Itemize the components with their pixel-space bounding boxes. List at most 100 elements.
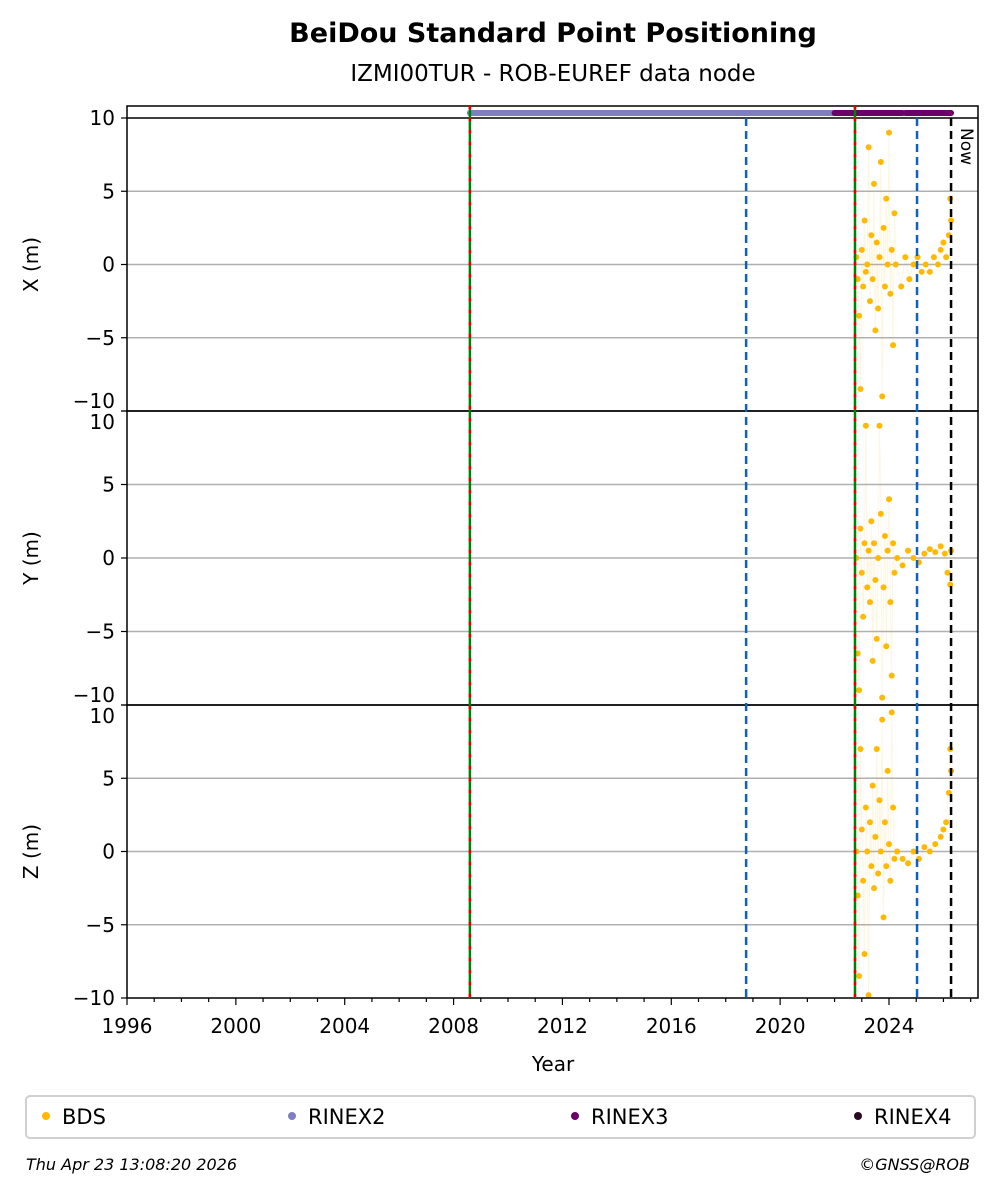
bds-point [858,826,865,833]
bds-point [932,549,939,556]
x-tick-label: 2020 [755,1014,806,1038]
bds-point [879,393,886,400]
bds-point [910,555,917,561]
bds-point [872,577,879,584]
y-axis-label: Z (m) [19,824,43,879]
bds-point [871,885,878,892]
y-tick-label: −5 [86,620,115,644]
bds-point [857,745,864,752]
y-tick-label: 10 [90,106,115,130]
bds-point [880,584,887,591]
bds-point [890,540,897,547]
bds-point [894,848,901,855]
bds-point [888,246,895,253]
legend-marker-rinex3 [571,1112,579,1120]
bds-point [877,510,884,517]
bds-point [943,254,950,261]
bds-point [864,848,871,855]
bds-point [865,144,872,151]
footer-timestamp: Thu Apr 23 13:08:20 2026 [26,1155,237,1174]
bds-point [944,569,951,576]
bds-point [886,841,893,848]
bds-point [858,569,865,576]
bds-point [862,422,869,429]
legend-box [25,1095,976,1139]
x-tick-label: 1996 [102,1014,153,1038]
x-tick-label: 2000 [210,1014,261,1038]
bds-point [875,870,882,877]
bds-point [934,261,941,268]
bds-point [861,540,868,547]
bds-point [879,694,886,701]
y-tick-label: 10 [90,410,115,434]
bds-point [876,797,883,804]
bds-point [856,687,863,694]
bds-point [898,283,905,290]
bds-point [884,547,891,554]
bds-point [879,716,886,723]
legend-marker-rinex4 [854,1112,862,1120]
y-tick-label: 5 [102,766,115,790]
bds-point [937,543,944,550]
bds-point [869,782,876,789]
bds-point [881,283,888,290]
y-tick-label: −10 [73,986,115,1010]
bds-point [886,129,893,136]
legend-label-rinex4: RINEX4 [874,1105,952,1129]
bds-point [910,261,917,268]
bds-point [932,841,939,848]
bds-point [888,672,895,679]
bds-point [869,276,876,283]
bds-point [940,826,947,833]
panel-frame [126,704,979,999]
bds-point [930,254,937,261]
bds-point [937,246,944,253]
bds-point [869,657,876,664]
y-tick-label: 5 [102,473,115,497]
x-tick-label: 2024 [864,1014,915,1038]
x-tick-label: 2008 [428,1014,479,1038]
bds-point [857,525,864,532]
bds-point [871,540,878,547]
bds-point [887,599,894,606]
footer-credit: ©GNSS@ROB [859,1155,970,1174]
bds-point [877,158,884,165]
bds-point [906,276,913,283]
bds-point [905,547,912,554]
bds-point [948,217,955,224]
bds-point [884,261,891,268]
bds-point [905,860,912,867]
bds-point [891,569,898,576]
y-tick-label: −5 [86,326,115,350]
bds-point [922,261,929,268]
bds-point [856,312,863,319]
bds-point [899,562,906,569]
bds-point [881,819,888,826]
bds-point [857,386,864,393]
bds-point [860,877,867,884]
bds-point [887,877,894,884]
bds-point [888,709,895,716]
bds-point [883,863,890,870]
y-axis-label: Y (m) [19,531,43,586]
bds-point [876,254,883,261]
bds-point [865,992,872,999]
bds-series-line [855,712,952,996]
bds-point [921,844,928,851]
bds-point [862,268,869,275]
bds-point [866,819,873,826]
x-tick-label: 2012 [537,1014,588,1038]
y-tick-label: −5 [86,913,115,937]
y-tick-label: 10 [90,704,115,728]
x-axis-label: Year [531,1052,575,1076]
bds-point [943,819,950,826]
bds-point [887,290,894,297]
bds-point [876,422,883,429]
bds-point [921,550,928,557]
bds-point [883,195,890,202]
legend-marker-rinex2 [288,1112,296,1120]
y-tick-label: 0 [102,253,115,277]
bds-point [873,239,880,246]
bds-point [860,283,867,290]
bds-point [871,180,878,187]
